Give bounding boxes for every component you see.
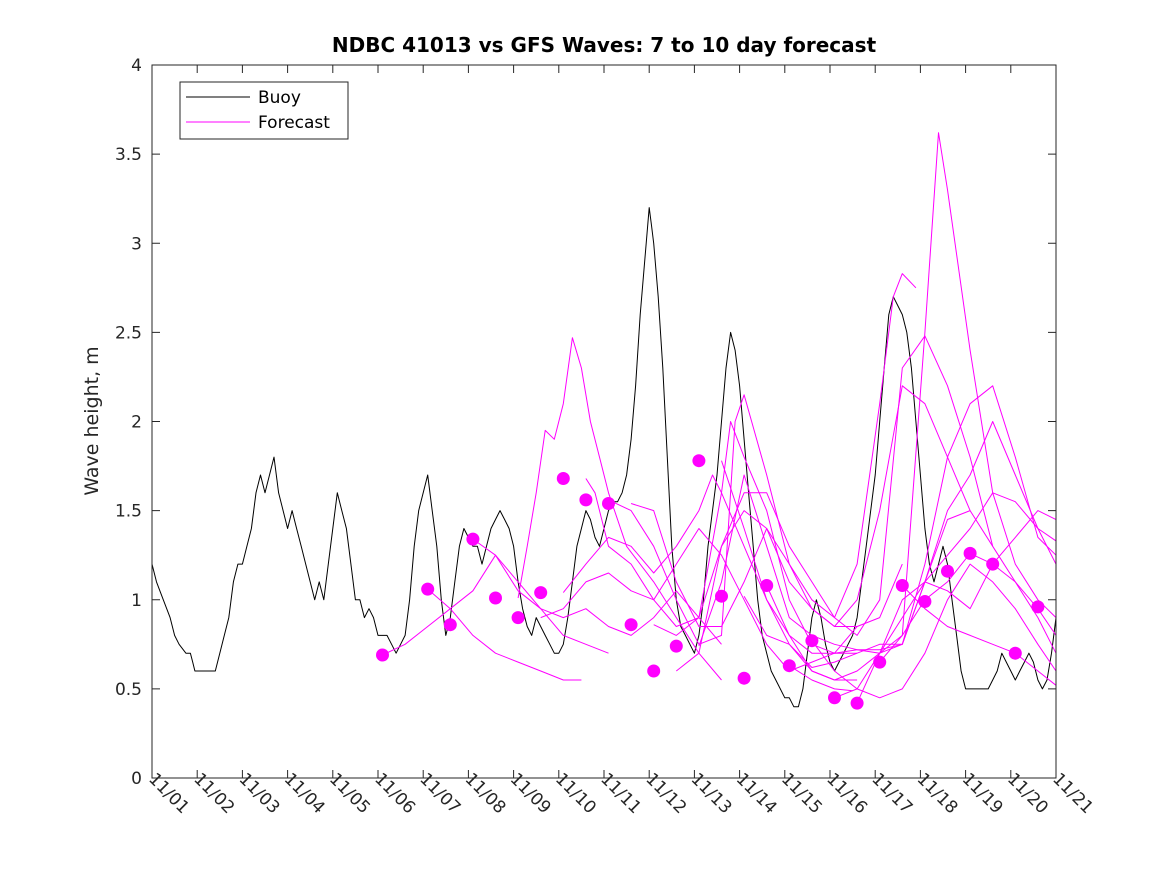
forecast-marker-23 — [895, 579, 909, 592]
forecast-marker-18 — [782, 659, 796, 673]
y-tick-label: 2.5 — [115, 323, 142, 343]
legend-buoy-label: Buoy — [258, 88, 301, 108]
forecast-line-17 — [811, 563, 1056, 699]
forecast-line-18 — [834, 492, 1056, 699]
forecast-marker-25 — [941, 564, 954, 578]
plot-area — [152, 65, 1056, 778]
forecast-marker-1 — [376, 648, 389, 662]
forecast-line-8 — [608, 394, 903, 645]
y-tick-label: 1.5 — [115, 502, 142, 522]
forecast-line-10 — [653, 385, 971, 636]
forecast-line-21 — [901, 585, 1056, 686]
y-tick-label: 0.5 — [115, 680, 142, 700]
forecast-marker-9 — [579, 493, 593, 507]
buoy-line — [152, 207, 1056, 708]
chart-title: NDBC 41013 vs GFS Waves: 7 to 10 day for… — [332, 33, 877, 57]
forecast-marker-19 — [805, 634, 819, 648]
forecast-marker-15 — [715, 589, 728, 603]
forecast-marker-17 — [760, 579, 774, 592]
forecast-marker-7 — [534, 586, 548, 600]
forecast-marker-4 — [466, 532, 480, 546]
forecast-marker-10 — [602, 497, 615, 510]
forecast-line-19 — [856, 510, 1056, 704]
y-tick-label: 1 — [131, 591, 142, 611]
legend-box — [179, 81, 349, 140]
forecast-marker-22 — [873, 655, 887, 669]
forecast-marker-14 — [692, 454, 706, 468]
forecast-marker-6 — [511, 611, 525, 625]
y-tick-label: 4 — [131, 56, 142, 76]
forecast-marker-3 — [443, 618, 457, 632]
forecast-line-6 — [562, 474, 858, 681]
forecast-marker-27 — [986, 557, 1000, 571]
forecast-marker-11 — [624, 618, 638, 632]
forecast-marker-16 — [737, 671, 751, 685]
forecast-line-15 — [766, 510, 1056, 681]
forecast-marker-2 — [421, 582, 435, 596]
y-tick-label: 0 — [131, 769, 142, 789]
forecast-marker-21 — [850, 696, 864, 710]
y-axis-label: Wave height, m — [81, 346, 103, 495]
forecast-marker-28 — [1008, 646, 1022, 660]
forecast-line-2 — [427, 588, 582, 681]
y-tick-label: 3.5 — [115, 145, 142, 165]
forecast-marker-26 — [963, 546, 977, 560]
forecast-marker-29 — [1031, 600, 1045, 614]
forecast-line-13 — [721, 385, 1056, 654]
forecast-marker-12 — [647, 664, 661, 678]
forecast-marker-8 — [556, 472, 570, 485]
marker-layer — [376, 454, 1045, 710]
forecast-line-16 — [789, 665, 853, 692]
legend: Buoy Forecast — [179, 81, 349, 140]
y-tick-label: 3 — [131, 234, 142, 254]
forecast-marker-24 — [918, 595, 932, 608]
forecast-line-4 — [517, 337, 722, 681]
forecast-marker-13 — [669, 639, 683, 653]
forecast-line-11 — [675, 335, 994, 672]
forecast-line-9 — [630, 273, 917, 627]
forecast-marker-5 — [489, 591, 502, 605]
forecast-line-3 — [472, 538, 722, 645]
forecast-marker-20 — [828, 691, 841, 705]
y-tick-label: 2 — [131, 413, 142, 433]
legend-forecast-label: Forecast — [258, 113, 330, 133]
forecast-line-5 — [540, 528, 858, 672]
series-layer — [152, 132, 1056, 708]
